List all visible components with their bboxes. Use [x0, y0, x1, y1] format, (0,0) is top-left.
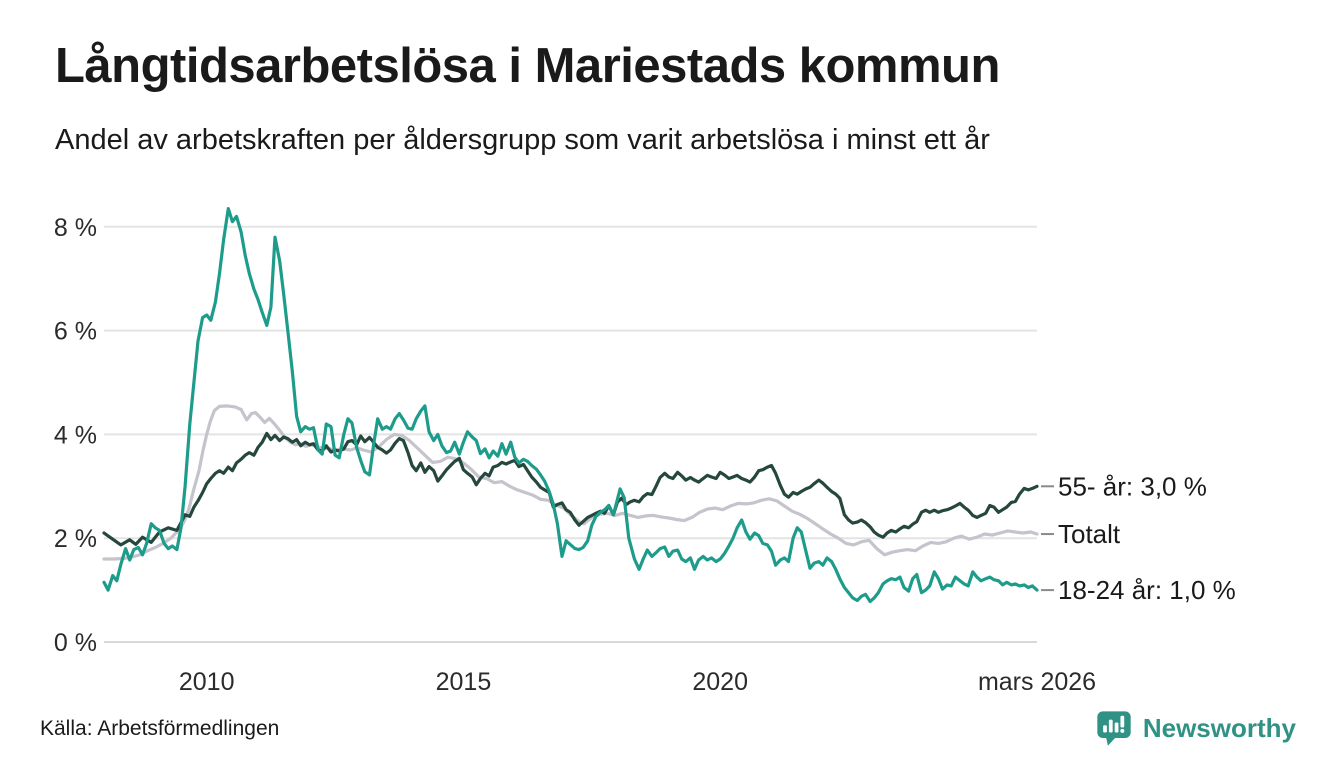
source-note: Källa: Arbetsförmedlingen: [40, 717, 280, 740]
y-axis-label-6pct: 6 %: [54, 318, 97, 346]
series-line-age-18-24: [102, 207, 1039, 604]
y-axis-label-8pct: 8 %: [54, 214, 97, 242]
y-axis-label-0pct: 0 %: [54, 629, 97, 657]
y-axis-label-4pct: 4 %: [54, 421, 97, 449]
x-axis-label-2015: 2015: [436, 668, 492, 696]
legend-label-age-55-plus: 55- år: 3,0 %: [1058, 471, 1207, 501]
x-axis-label-2020: 2020: [692, 668, 748, 696]
newsworthy-logo[interactable]: Newsworthy: [1094, 708, 1296, 748]
series-line-age-55-plus: [102, 431, 1039, 547]
legend-label-age-18-24: 18-24 år: 1,0 %: [1058, 575, 1236, 605]
x-axis-label-2010: 2010: [179, 668, 235, 696]
brand-name: Newsworthy: [1142, 712, 1296, 743]
bar-chart-bubble-icon: [1094, 708, 1134, 748]
page-title: Långtidsarbetslösa i Mariestads kommun: [55, 39, 1000, 93]
legend-label-totalt: Totalt: [1058, 519, 1121, 549]
x-axis-label-mars-2026: mars 2026: [978, 668, 1096, 696]
chart-subtitle: Andel av arbetskraften per åldersgrupp s…: [55, 124, 990, 156]
series-line-totalt: [102, 404, 1039, 561]
y-axis-label-2pct: 2 %: [54, 525, 97, 553]
